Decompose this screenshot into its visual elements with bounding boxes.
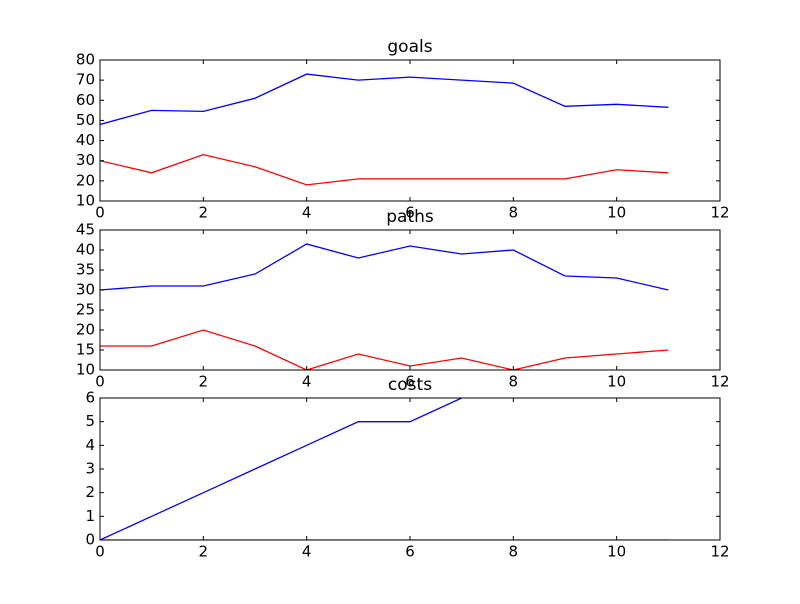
x-tick-label: 10 [607,373,626,391]
y-tick-label: 40 [76,241,95,259]
x-tick-label: 4 [302,373,312,391]
x-tick-label: 10 [607,543,626,561]
y-tick-label: 20 [76,321,95,339]
chart-title: paths [386,207,434,227]
x-tick-label: 8 [509,373,519,391]
y-tick-label: 25 [76,301,95,319]
y-tick-label: 70 [76,71,95,89]
x-tick-label: 12 [710,204,729,222]
x-tick-label: 0 [95,543,105,561]
plot-lines [100,243,669,370]
x-tick-label: 2 [199,204,209,222]
x-tick-label: 0 [95,373,105,391]
x-tick-label: 8 [509,204,519,222]
y-tick-label: 30 [76,151,95,169]
chart-title: goals [387,37,432,57]
x-tick-label: 6 [405,543,415,561]
y-tick-label: 10 [76,192,95,210]
chart-title: costs [388,375,432,395]
x-tick-label: 8 [509,543,519,561]
x-tick-label: 2 [199,373,209,391]
line-series [100,329,669,370]
x-tick-label: 10 [607,204,626,222]
y-tick-label: 1 [85,507,95,525]
x-tick-label: 0 [95,204,105,222]
y-tick-label: 80 [76,51,95,69]
y-tick-label: 5 [85,412,95,430]
axes-frame [99,59,721,202]
y-tick-label: 6 [85,389,95,407]
x-tick-label: 4 [302,204,312,222]
line-series [100,398,464,540]
axes-frame [99,229,721,371]
y-tick-label: 3 [85,460,95,478]
plot-lines [100,398,669,540]
y-tick-label: 0 [85,531,95,549]
y-tick-label: 10 [76,361,95,379]
y-tick-label: 20 [76,171,95,189]
axes-frame [99,397,721,541]
x-tick-label: 4 [302,543,312,561]
y-tick-label: 50 [76,111,95,129]
y-tick-label: 30 [76,281,95,299]
line-series [100,73,669,126]
y-tick-label: 60 [76,91,95,109]
line-series [100,243,669,291]
x-tick-label: 2 [199,543,209,561]
y-tick-label: 40 [76,131,95,149]
y-tick-label: 15 [76,341,95,359]
y-tick-label: 2 [85,483,95,501]
x-tick-label: 6 [405,204,415,222]
y-tick-label: 45 [76,221,95,239]
x-tick-label: 12 [710,543,729,561]
y-tick-label: 4 [85,436,95,454]
y-tick-label: 35 [76,261,95,279]
line-series [100,153,669,186]
x-tick-label: 12 [710,373,729,391]
x-tick-label: 6 [405,373,415,391]
plot-lines [100,73,669,186]
